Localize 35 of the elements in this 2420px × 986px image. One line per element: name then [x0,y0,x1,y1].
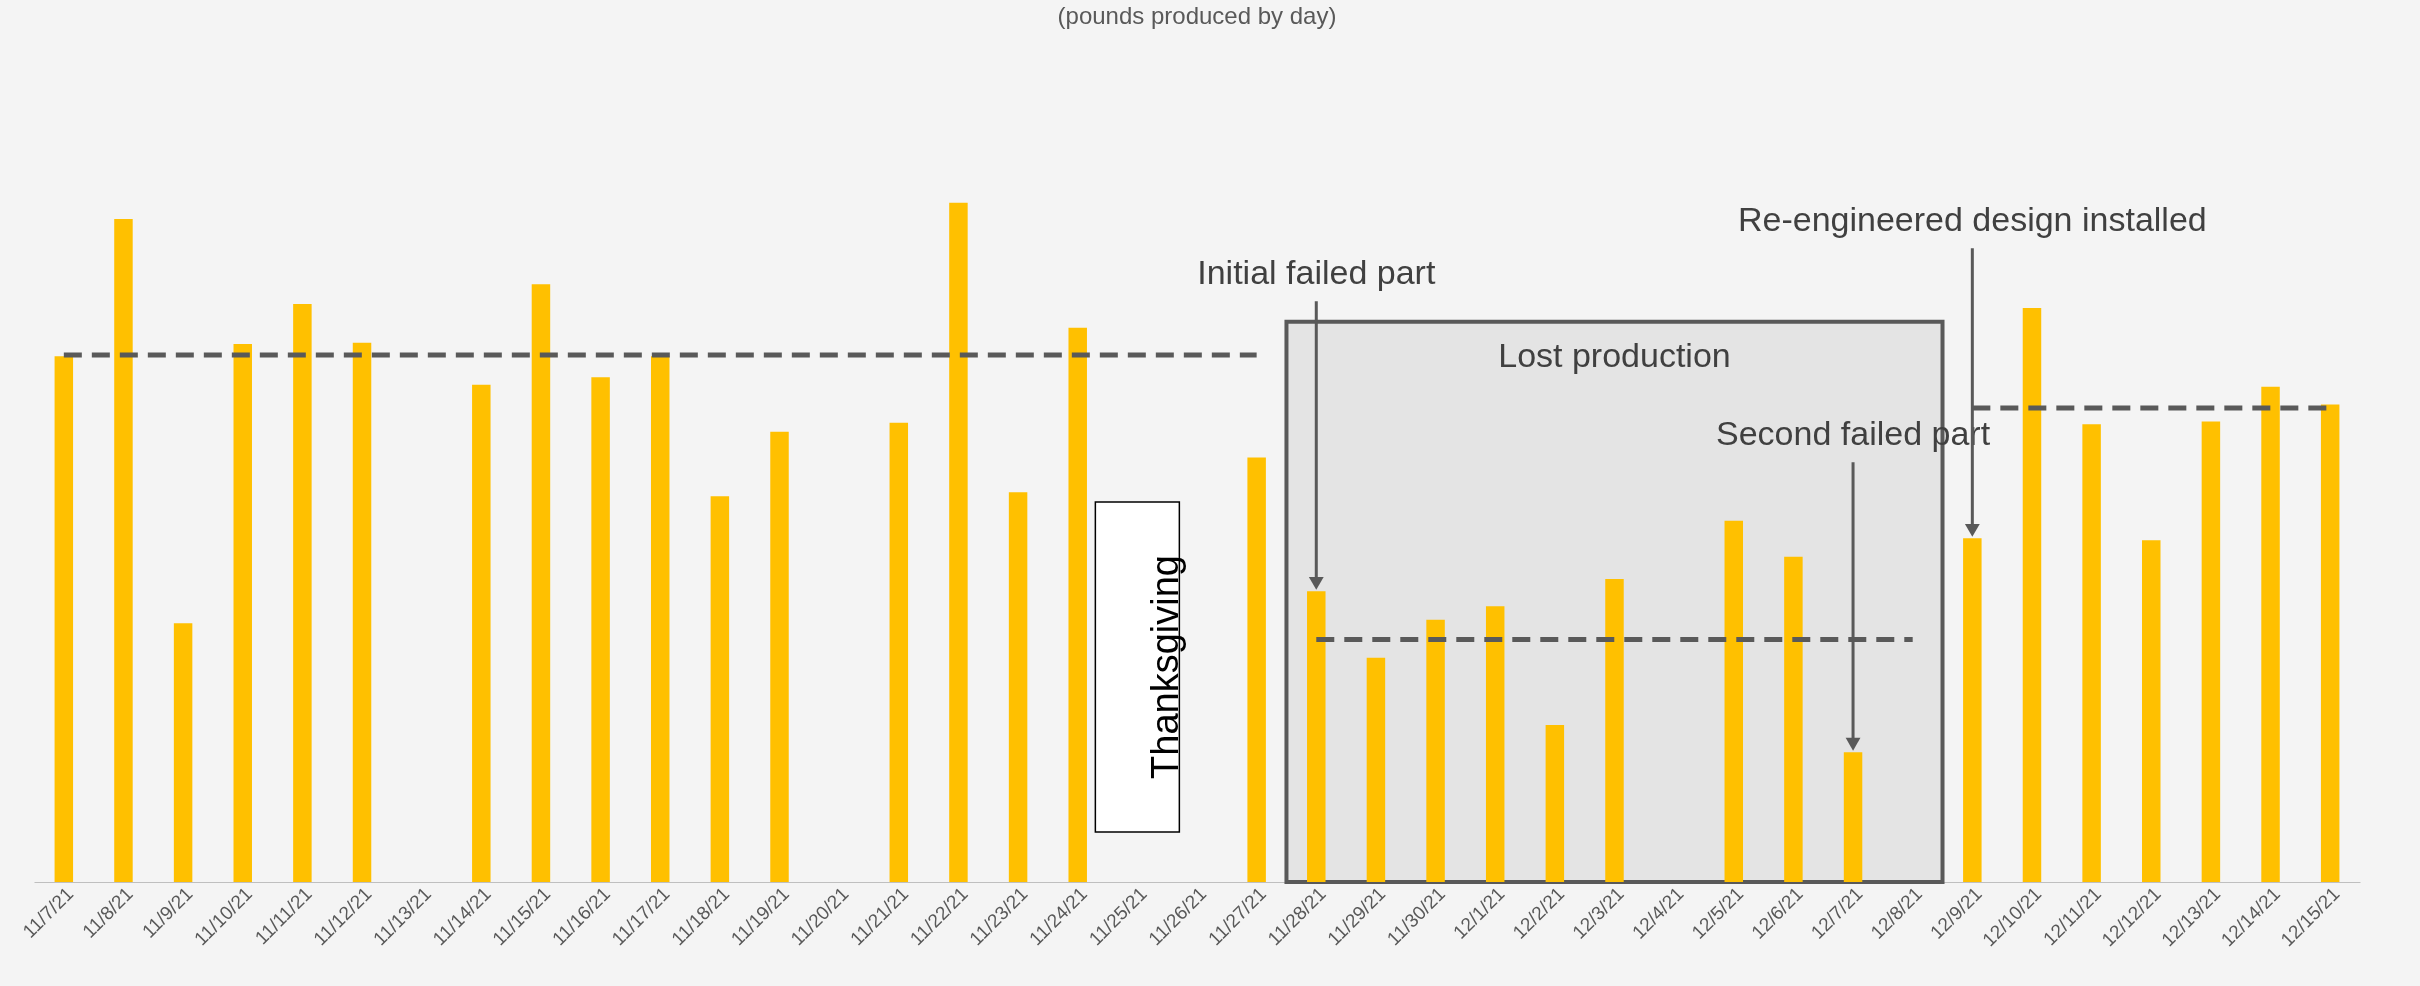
bar [1426,619,1445,882]
bar [2261,386,2280,882]
bar [770,431,789,882]
bar [233,344,252,882]
bar [591,377,610,882]
bar [710,496,730,882]
bar [1068,327,1087,882]
bar [1605,579,1624,882]
bar [352,342,372,882]
annotation: Re-engineered design installed [1737,200,2207,239]
bar [293,304,312,882]
bar [1784,556,1803,882]
bar [1008,492,1028,882]
bar [1247,457,1266,882]
bar [1724,520,1744,882]
bar [949,202,968,882]
chart-subtitle: (pounds produced by day) [1057,2,1337,29]
bar [1545,725,1565,882]
bar [114,219,133,882]
bar [889,422,909,882]
bar [2082,424,2101,882]
bar [2320,404,2340,882]
bar [1366,657,1386,882]
bar [531,284,551,882]
bar [173,623,193,882]
band-label: Lost production [1498,335,1731,374]
annotation: Initial failed part [1197,253,1436,292]
annotation: Thanksgiving [1144,555,1187,779]
bar [1485,606,1505,882]
bar [54,356,74,882]
bar [2201,421,2221,882]
bar [2022,308,2042,882]
bar [650,356,670,882]
bar [472,384,491,882]
bar [2142,540,2161,882]
